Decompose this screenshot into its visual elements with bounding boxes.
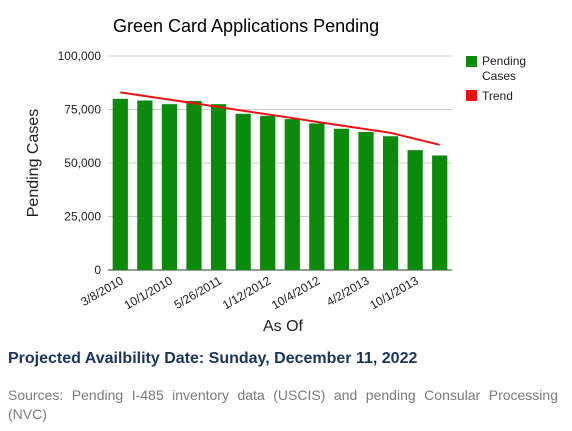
legend-label-pending-cases: Pending Cases [482,54,526,83]
y-tick-label: 0 [94,263,101,277]
bar-pending-cases [235,113,251,270]
legend-swatch-trend [466,90,477,101]
y-tick-label: 75,000 [64,103,101,117]
x-tick-label: 4/2/2013 [324,273,372,309]
chart: Green Card Applications Pending 0 25,000 5… [25,16,526,335]
bar-pending-cases [309,123,325,270]
x-tick-label: 10/1/2010 [122,273,176,312]
y-tick-label: 100,000 [58,49,102,63]
bar-pending-cases [210,104,227,271]
chart-title: Green Card Applications Pending [113,16,379,36]
y-tick-label: 25,000 [64,210,101,224]
bar-pending-cases [333,128,350,270]
bar-pending-cases [112,98,128,270]
projected-availability-date: Projected Availbility Date: Sunday, Dece… [8,350,418,367]
bar-pending-cases [161,104,178,271]
bar-pending-cases [186,100,202,270]
legend-label-trend: Trend [482,89,513,103]
x-tick-label: 3/8/2010 [78,273,126,309]
x-axis-title: As Of [263,318,304,335]
bar-pending-cases [358,131,374,270]
bar-pending-cases [432,155,448,270]
bar-pending-cases [260,115,276,270]
x-tick-label: 10/1/2013 [367,273,421,312]
y-tick-label: 50,000 [64,156,101,170]
x-tick-label: 10/4/2012 [269,273,323,312]
bar-pending-cases [137,100,153,271]
x-tick-label: 5/26/2011 [172,273,225,312]
y-axis-title: Pending Cases [25,109,42,218]
bar-pending-cases [382,136,399,270]
trend-line [120,91,440,146]
bar-pending-cases [284,119,300,270]
legend-swatch-pending-cases [466,56,477,67]
bar-pending-cases [407,150,423,270]
sources-note: Sources: Pending I-485 inventory data (U… [8,387,558,422]
x-tick-label: 1/12/2012 [220,273,274,312]
